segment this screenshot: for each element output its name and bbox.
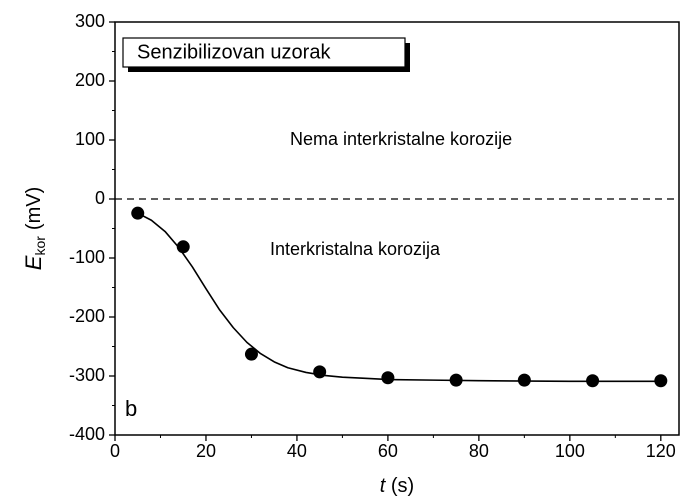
fit-line [137,212,661,383]
x-label-symbol: t [380,475,387,497]
annotation-box [122,37,406,68]
y-tick-label: 300 [75,11,105,31]
data-point [313,365,327,379]
annotation: Senzibilizovan uzorak [137,41,331,63]
y-tick-label: 0 [95,188,105,208]
y-label-symbol: E [21,255,46,270]
y-label-subscript: kor [32,236,48,256]
x-label-unit: (s) [391,475,414,497]
x-axis-label: t (s) [380,475,414,497]
panel-label: b [125,396,137,421]
x-tick-label: 20 [196,441,216,461]
data-point [244,347,258,361]
y-tick-label: -300 [69,365,105,385]
plot-frame [114,21,680,436]
y-tick-label: 200 [75,70,105,90]
x-tick-label: 0 [110,441,120,461]
y-axis-label: Ekor (mV) [21,187,48,270]
x-tick-label: 40 [287,441,307,461]
x-tick-label: 60 [378,441,398,461]
data-point [381,371,395,385]
data-point [517,373,531,387]
y-tick-label: 100 [75,129,105,149]
y-tick-label: -100 [69,247,105,267]
y-tick-label: -200 [69,306,105,326]
annotation: Nema interkristalne korozije [290,129,512,149]
y-label-unit: (mV) [23,187,45,230]
x-tick-label: 120 [646,441,676,461]
annotation: Interkristalna korozija [270,239,441,259]
x-tick-label: 80 [469,441,489,461]
y-tick-label: -400 [69,424,105,444]
x-tick-label: 100 [555,441,585,461]
